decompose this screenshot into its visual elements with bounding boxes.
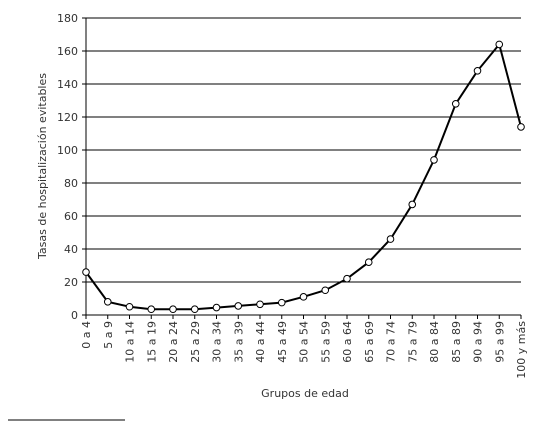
y-tick-label: 20 bbox=[64, 276, 78, 289]
marker bbox=[212, 303, 221, 312]
x-tick-label: 45 a 49 bbox=[276, 321, 289, 363]
x-tick-label: 15 a 19 bbox=[145, 321, 158, 363]
x-tick-label: 10 a 14 bbox=[124, 321, 137, 363]
y-tick-label: 100 bbox=[57, 144, 78, 157]
x-tick-label: 90 a 94 bbox=[472, 321, 485, 363]
x-tick-label: 75 a 79 bbox=[406, 321, 419, 363]
x-tick-label: 80 a 84 bbox=[428, 321, 441, 363]
x-tick-label: 95 a 99 bbox=[493, 321, 506, 363]
y-tick-label: 60 bbox=[64, 210, 78, 223]
x-axis-label: Grupos de edad bbox=[261, 387, 349, 400]
marker bbox=[430, 156, 438, 164]
marker bbox=[364, 258, 373, 267]
marker bbox=[321, 286, 330, 295]
marker bbox=[277, 298, 286, 307]
x-tick-label: 65 a 69 bbox=[363, 321, 376, 363]
y-tick-label: 160 bbox=[57, 45, 78, 58]
x-tick-label: 30 a 34 bbox=[211, 321, 224, 363]
marker bbox=[343, 274, 351, 283]
x-tick-label: 35 a 39 bbox=[232, 321, 245, 363]
x-tick-label: 5 a 9 bbox=[102, 321, 115, 349]
x-tick-label: 85 a 89 bbox=[450, 321, 463, 363]
x-tick-label: 60 a 64 bbox=[341, 321, 354, 363]
marker bbox=[234, 302, 243, 310]
x-tick-label: 55 a 59 bbox=[319, 321, 332, 363]
x-tick-label: 0 a 4 bbox=[80, 321, 93, 349]
y-tick-label: 140 bbox=[57, 78, 78, 91]
marker bbox=[473, 67, 482, 75]
y-tick-label: 180 bbox=[57, 12, 78, 25]
y-tick-label: 80 bbox=[64, 177, 78, 190]
x-tick-label: 100 y más bbox=[515, 321, 528, 379]
marker bbox=[386, 235, 395, 243]
marker bbox=[147, 305, 156, 314]
x-tick-label: 20 a 24 bbox=[167, 321, 180, 363]
x-tick-label: 50 a 54 bbox=[298, 321, 311, 363]
marker bbox=[495, 40, 504, 49]
marker bbox=[169, 305, 177, 314]
y-axis-label: Tasas de hospitalización evitables bbox=[36, 73, 49, 260]
y-tick-label: 0 bbox=[71, 309, 78, 322]
marker bbox=[256, 300, 264, 309]
marker bbox=[408, 200, 417, 209]
marker bbox=[190, 305, 199, 314]
x-tick-label: 40 a 44 bbox=[254, 321, 267, 363]
marker bbox=[125, 302, 134, 311]
y-tick-label: 40 bbox=[64, 243, 78, 256]
x-tick-label: 25 a 29 bbox=[189, 321, 202, 363]
y-tick-label: 120 bbox=[57, 111, 78, 124]
marker bbox=[451, 100, 460, 108]
marker bbox=[517, 123, 525, 131]
marker bbox=[82, 268, 90, 276]
x-tick-label: 70 a 74 bbox=[385, 321, 398, 363]
marker bbox=[103, 298, 112, 306]
marker bbox=[299, 293, 308, 301]
